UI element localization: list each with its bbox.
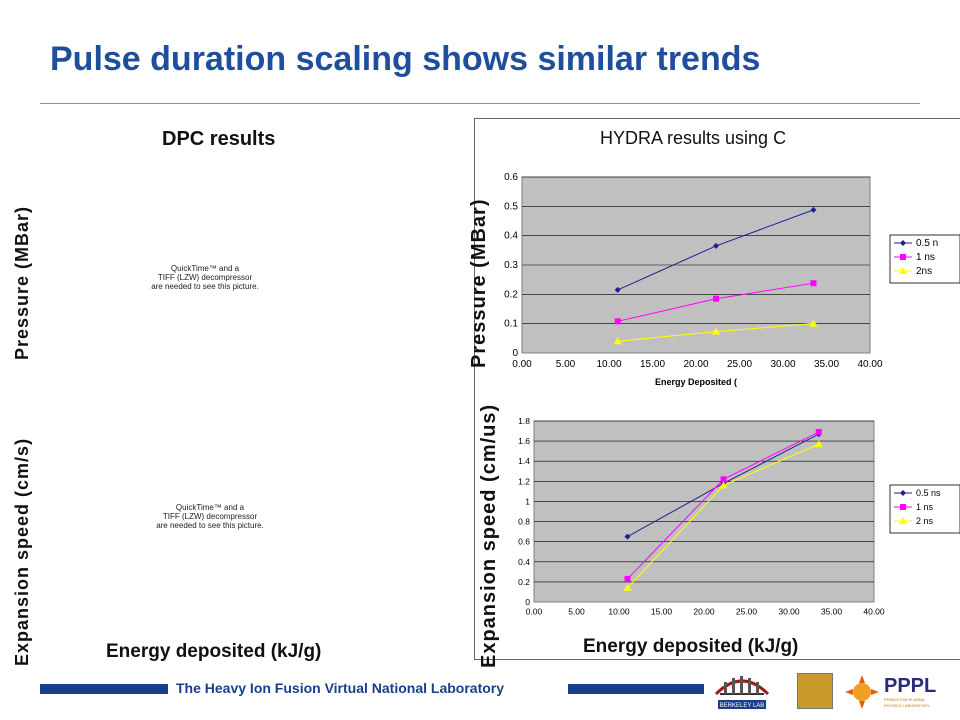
legend-marker	[900, 254, 906, 260]
svg-text:PPPL: PPPL	[884, 675, 936, 697]
y-tick-label: 0.5	[504, 201, 518, 212]
svg-text:PHYSICS LABORATORY: PHYSICS LABORATORY	[884, 703, 930, 708]
data-point	[614, 286, 621, 293]
legend-marker	[899, 517, 907, 524]
dpc-energy-axis-label: Energy deposited (kJ/g)	[106, 641, 322, 662]
y-tick-label: 0	[512, 348, 518, 359]
svg-text:PRINCETON PLASMA: PRINCETON PLASMA	[884, 697, 925, 702]
data-point	[814, 440, 823, 448]
x-tick-label: 30.00	[778, 607, 800, 617]
legend-marker	[899, 267, 907, 274]
data-point	[624, 533, 631, 540]
hydra-expansion-axis-label: Expansion speed (cm/us)	[478, 403, 500, 668]
x-tick-label: 15.00	[640, 359, 665, 370]
x-tick-label: 40.00	[863, 607, 885, 617]
footer-bar-left	[40, 684, 168, 694]
x-tick-label: 35.00	[814, 359, 839, 370]
pppl-logo: PPPL PRINCETON PLASMA PHYSICS LABORATORY	[845, 675, 936, 709]
data-point	[613, 337, 622, 345]
y-tick-label: 0.6	[518, 537, 530, 547]
legend-label: 1 ns	[916, 252, 935, 263]
slide-title: Pulse duration scaling shows similar tre…	[50, 40, 761, 78]
x-tick-label: 20.00	[693, 607, 715, 617]
dpc-title: DPC results	[162, 128, 276, 150]
data-point	[624, 575, 631, 582]
y-tick-label: 0.6	[504, 172, 518, 183]
university-logo	[797, 673, 833, 709]
footer-bar-right	[568, 684, 704, 694]
legend-marker	[900, 240, 906, 246]
y-tick-label: 0.1	[504, 319, 518, 330]
y-tick-label: 0	[525, 597, 530, 607]
x-axis-label: Energy Deposited (	[655, 377, 737, 387]
legend-label: 2ns	[916, 266, 932, 277]
y-tick-label: 0.4	[518, 557, 530, 567]
hydra-energy-axis-label: Energy deposited (kJ/g)	[583, 636, 799, 657]
expansion-chart: 0 0.2 0.4 0.6 0.8 1 1.2 1.4 1.6 1.8 0.00 5.00 10.00 1…	[518, 416, 960, 617]
x-tick-label: 5.00	[556, 359, 576, 370]
x-tick-label: 5.00	[568, 607, 585, 617]
berkeley-lab-logo: BERKELEY LAB	[714, 676, 770, 709]
legend-marker	[900, 504, 906, 510]
dpc-pressure-axis-label: Pressure (MBar)	[12, 205, 32, 360]
legend-marker	[900, 490, 906, 496]
data-point	[810, 280, 817, 287]
hydra-pressure-axis-label: Pressure (MBar)	[468, 198, 490, 368]
y-tick-label: 0.8	[518, 517, 530, 527]
data-point	[623, 583, 632, 591]
hydra-chart-title: HYDRA results using C	[600, 128, 787, 148]
data-point	[712, 327, 721, 335]
plot-area	[533, 420, 875, 603]
y-tick-label: 1.6	[518, 436, 530, 446]
svg-text:BERKELEY LAB: BERKELEY LAB	[720, 703, 765, 709]
title-divider	[40, 103, 920, 104]
legend-label: 2 ns	[916, 516, 934, 526]
x-tick-label: 25.00	[736, 607, 758, 617]
footer-text: The Heavy Ion Fusion Virtual National La…	[176, 680, 505, 696]
x-tick-label: 25.00	[727, 359, 752, 370]
data-point	[809, 319, 818, 327]
x-tick-label: 0.00	[526, 607, 543, 617]
missing-picture-placeholder-top: QuickTime™ and a TIFF (LZW) decompressor…	[151, 264, 259, 291]
pressure-chart: 0 0.1 0.2 0.3 0.4 0.5 0.6 0.00 5.00 10.00 15.00 20.…	[504, 172, 960, 387]
missing-picture-placeholder-bottom: QuickTime™ and a TIFF (LZW) decompressor…	[156, 503, 264, 530]
legend-label: 0.5 ns	[916, 488, 941, 498]
data-point	[713, 295, 720, 302]
data-point	[815, 429, 822, 436]
x-tick-label: 35.00	[821, 607, 843, 617]
y-tick-label: 0.2	[504, 289, 518, 300]
xlabel-backdrop	[570, 636, 860, 658]
y-tick-label: 0.2	[518, 577, 530, 587]
x-tick-label: 10.00	[608, 607, 630, 617]
x-tick-label: 40.00	[857, 359, 882, 370]
legend-label: 1 ns	[916, 502, 934, 512]
data-point	[713, 242, 720, 249]
x-tick-label: 0.00	[512, 359, 532, 370]
data-point	[720, 476, 727, 483]
y-tick-label: 0.3	[504, 260, 518, 271]
data-point	[719, 481, 728, 489]
x-tick-label: 30.00	[770, 359, 795, 370]
legend-label: 0.5 n	[916, 238, 938, 249]
y-tick-label: 1	[525, 496, 530, 506]
data-point	[614, 318, 621, 325]
y-tick-label: 1.4	[518, 456, 530, 466]
y-tick-label: 1.2	[518, 476, 530, 486]
data-point	[810, 206, 817, 213]
y-tick-label: 0.4	[504, 231, 518, 242]
x-tick-label: 15.00	[651, 607, 673, 617]
x-tick-label: 20.00	[683, 359, 708, 370]
y-tick-label: 1.8	[518, 416, 530, 426]
dpc-expansion-axis-label: Expansion speed (cm/s)	[12, 437, 32, 666]
x-tick-label: 10.00	[596, 359, 621, 370]
